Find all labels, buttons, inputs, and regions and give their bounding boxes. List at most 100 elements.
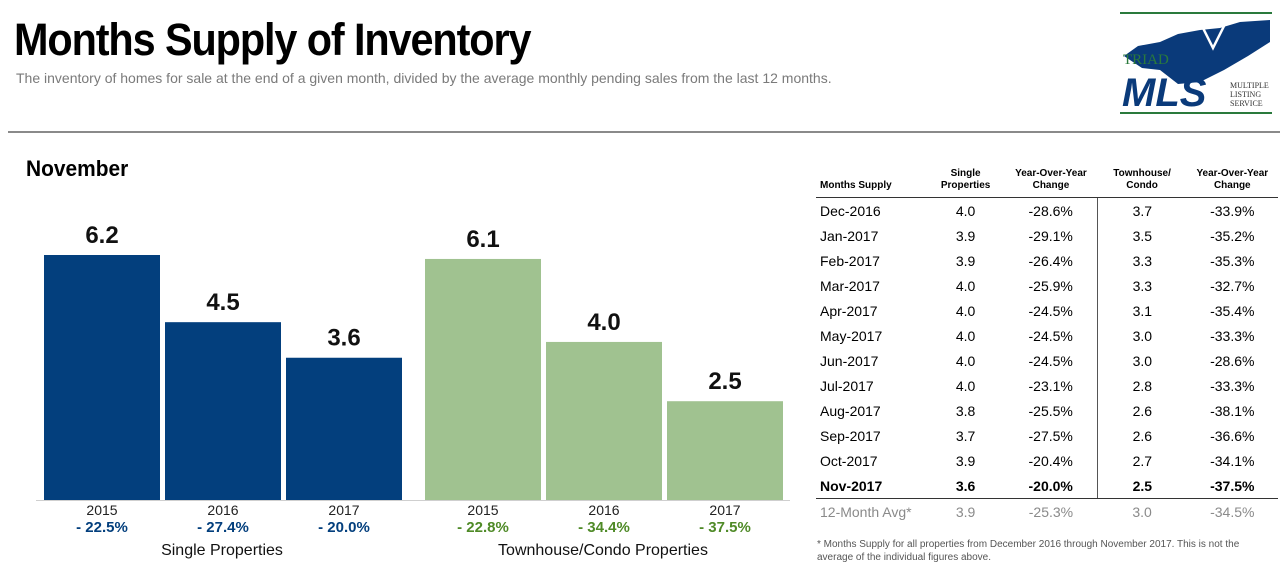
single-change-cell: -24.5% [1028, 327, 1073, 344]
header-single-l1: Single [950, 168, 981, 179]
data-label: 6.1 [466, 226, 499, 253]
avg-single-change-cell: -25.3% [1028, 503, 1074, 520]
avg-townhouse-change-cell: -34.5% [1210, 503, 1255, 520]
table-row: Jan-2017 3.9 -29.1% 3.5 -35.2% [816, 223, 1278, 248]
townhouse-value-cell: 3.1 [1097, 298, 1187, 323]
month-cell: Jul-2017 [820, 377, 874, 394]
bar [546, 341, 662, 500]
townhouse-change-cell: -35.2% [1210, 227, 1255, 244]
table-row: Mar-2017 4.0 -25.9% 3.3 -32.7% [816, 273, 1278, 298]
yoy-change-label: - 34.4% [578, 519, 630, 536]
townhouse-change-cell: -34.1% [1210, 452, 1255, 469]
single-value-cell: 4.0 [955, 277, 976, 294]
single-value-cell: 4.0 [955, 352, 976, 369]
triad-mls-logo: TRIAD MLS MULTIPLE LISTING SERVICE [1120, 12, 1272, 114]
single-change-cell: -27.5% [1028, 427, 1073, 444]
x-tick-label: 2016 [207, 502, 238, 518]
single-change-cell: -25.9% [1028, 277, 1073, 294]
townhouse-change-cell: -33.3% [1210, 377, 1255, 394]
header-single-l2: Properties [940, 180, 991, 191]
townhouse-value-cell: 3.0 [1097, 323, 1187, 348]
single-change-cell: -25.5% [1028, 402, 1073, 419]
bar [44, 255, 160, 500]
chart-section-label: November [26, 156, 129, 181]
data-label: 4.0 [587, 309, 620, 336]
header-town-l1: Townhouse/ [1113, 168, 1171, 179]
single-change-cell: -24.5% [1028, 352, 1073, 369]
table-row: Sep-2017 3.7 -27.5% 2.6 -36.6% [816, 423, 1278, 448]
avg-label-cell: 12-Month Avg* [820, 503, 912, 520]
month-cell: Oct-2017 [820, 452, 878, 469]
single-change-cell: -20.4% [1028, 452, 1073, 469]
townhouse-change-cell: -35.4% [1210, 302, 1255, 319]
townhouse-value-cell: 2.5 [1097, 473, 1187, 499]
single-value-cell: 3.9 [955, 252, 976, 269]
month-cell: Feb-2017 [820, 252, 880, 269]
data-label: 6.2 [85, 222, 118, 249]
single-change-cell: -29.1% [1028, 227, 1073, 244]
townhouse-change-cell: -38.1% [1210, 402, 1255, 419]
data-label: 3.6 [327, 325, 360, 352]
logo-top-rule [1120, 12, 1272, 14]
table-row: Aug-2017 3.8 -25.5% 2.6 -38.1% [816, 398, 1278, 423]
townhouse-change-cell: -28.6% [1210, 352, 1255, 369]
bar [286, 357, 402, 500]
logo-bottom-rule [1120, 112, 1272, 114]
table-row: Oct-2017 3.9 -20.4% 2.7 -34.1% [816, 448, 1278, 473]
logo-line1: MULTIPLE [1230, 81, 1269, 90]
header-yoy-single: Year-Over-Year Change [1004, 164, 1098, 198]
single-value-cell: 3.9 [955, 452, 976, 469]
table-row: Feb-2017 3.9 -26.4% 3.3 -35.3% [816, 248, 1278, 273]
month-cell: Nov-2017 [816, 473, 927, 499]
table-row: Jul-2017 4.0 -23.1% 2.8 -33.3% [816, 373, 1278, 398]
townhouse-value-cell: 3.5 [1097, 223, 1187, 248]
townhouse-change-cell: -36.6% [1210, 427, 1255, 444]
x-tick-label: 2015 [86, 502, 117, 518]
single-value-cell: 4.0 [955, 302, 976, 319]
x-tick-label: 2016 [588, 502, 619, 518]
header-yoy1-l1: Year-Over-Year [1015, 168, 1087, 179]
townhouse-value-cell: 2.7 [1097, 448, 1187, 473]
avg-single-value-cell: 3.9 [955, 503, 976, 520]
single-value-cell: 3.7 [955, 427, 976, 444]
bar [165, 322, 281, 500]
table-row: Apr-2017 4.0 -24.5% 3.1 -35.4% [816, 298, 1278, 323]
state-map-icon [1124, 20, 1270, 84]
single-value-cell: 3.9 [955, 227, 976, 244]
month-cell: Jan-2017 [820, 227, 879, 244]
header-town-l2: Condo [1126, 180, 1158, 191]
header-yoy2-l1: Year-Over-Year [1196, 168, 1269, 179]
table-row: Dec-2016 4.0 -28.6% 3.7 -33.9% [816, 197, 1278, 223]
townhouse-value-cell: 2.8 [1097, 373, 1187, 398]
townhouse-change-cell: -33.9% [1210, 202, 1255, 219]
month-cell: Apr-2017 [820, 302, 878, 319]
table-header-row: Months Supply Single Properties Year-Ove… [816, 164, 1278, 198]
logo-line2: LISTING [1230, 90, 1261, 99]
month-cell: Jun-2017 [820, 352, 879, 369]
table-row: May-2017 4.0 -24.5% 3.0 -33.3% [816, 323, 1278, 348]
triangle-icon [1199, 24, 1227, 51]
footnote: * Months Supply for all properties from … [817, 539, 1240, 563]
single-value-cell: 4.0 [955, 327, 976, 344]
single-value-cell: 4.0 [955, 377, 976, 394]
table-row-current: Nov-2017 3.6 -20.0% 2.5 -37.5% [816, 473, 1278, 499]
months-supply-table: Months Supply Single Properties Year-Ove… [816, 164, 1278, 524]
bar [667, 401, 783, 500]
townhouse-value-cell: 3.3 [1097, 273, 1187, 298]
data-label: 2.5 [708, 368, 741, 395]
logo-mls-text: MLS [1122, 71, 1207, 114]
x-tick-label: 2015 [467, 502, 498, 518]
header-single-properties: Single Properties [926, 164, 1005, 198]
single-change-cell: -28.6% [1028, 202, 1073, 219]
group-label: Townhouse/Condo Properties [498, 542, 708, 559]
header-townhouse-condo: Townhouse/ Condo [1097, 164, 1187, 198]
single-change-cell: -24.5% [1028, 302, 1073, 319]
header-yoy1-l2: Change [1032, 180, 1070, 191]
month-cell: Sep-2017 [820, 427, 881, 444]
avg-townhouse-value-cell: 3.0 [1132, 503, 1152, 520]
data-label: 4.5 [206, 289, 239, 316]
bar [425, 258, 541, 500]
yoy-change-label: - 37.5% [699, 519, 751, 536]
month-cell: Dec-2016 [820, 202, 881, 219]
group-label: Single Properties [161, 542, 283, 559]
